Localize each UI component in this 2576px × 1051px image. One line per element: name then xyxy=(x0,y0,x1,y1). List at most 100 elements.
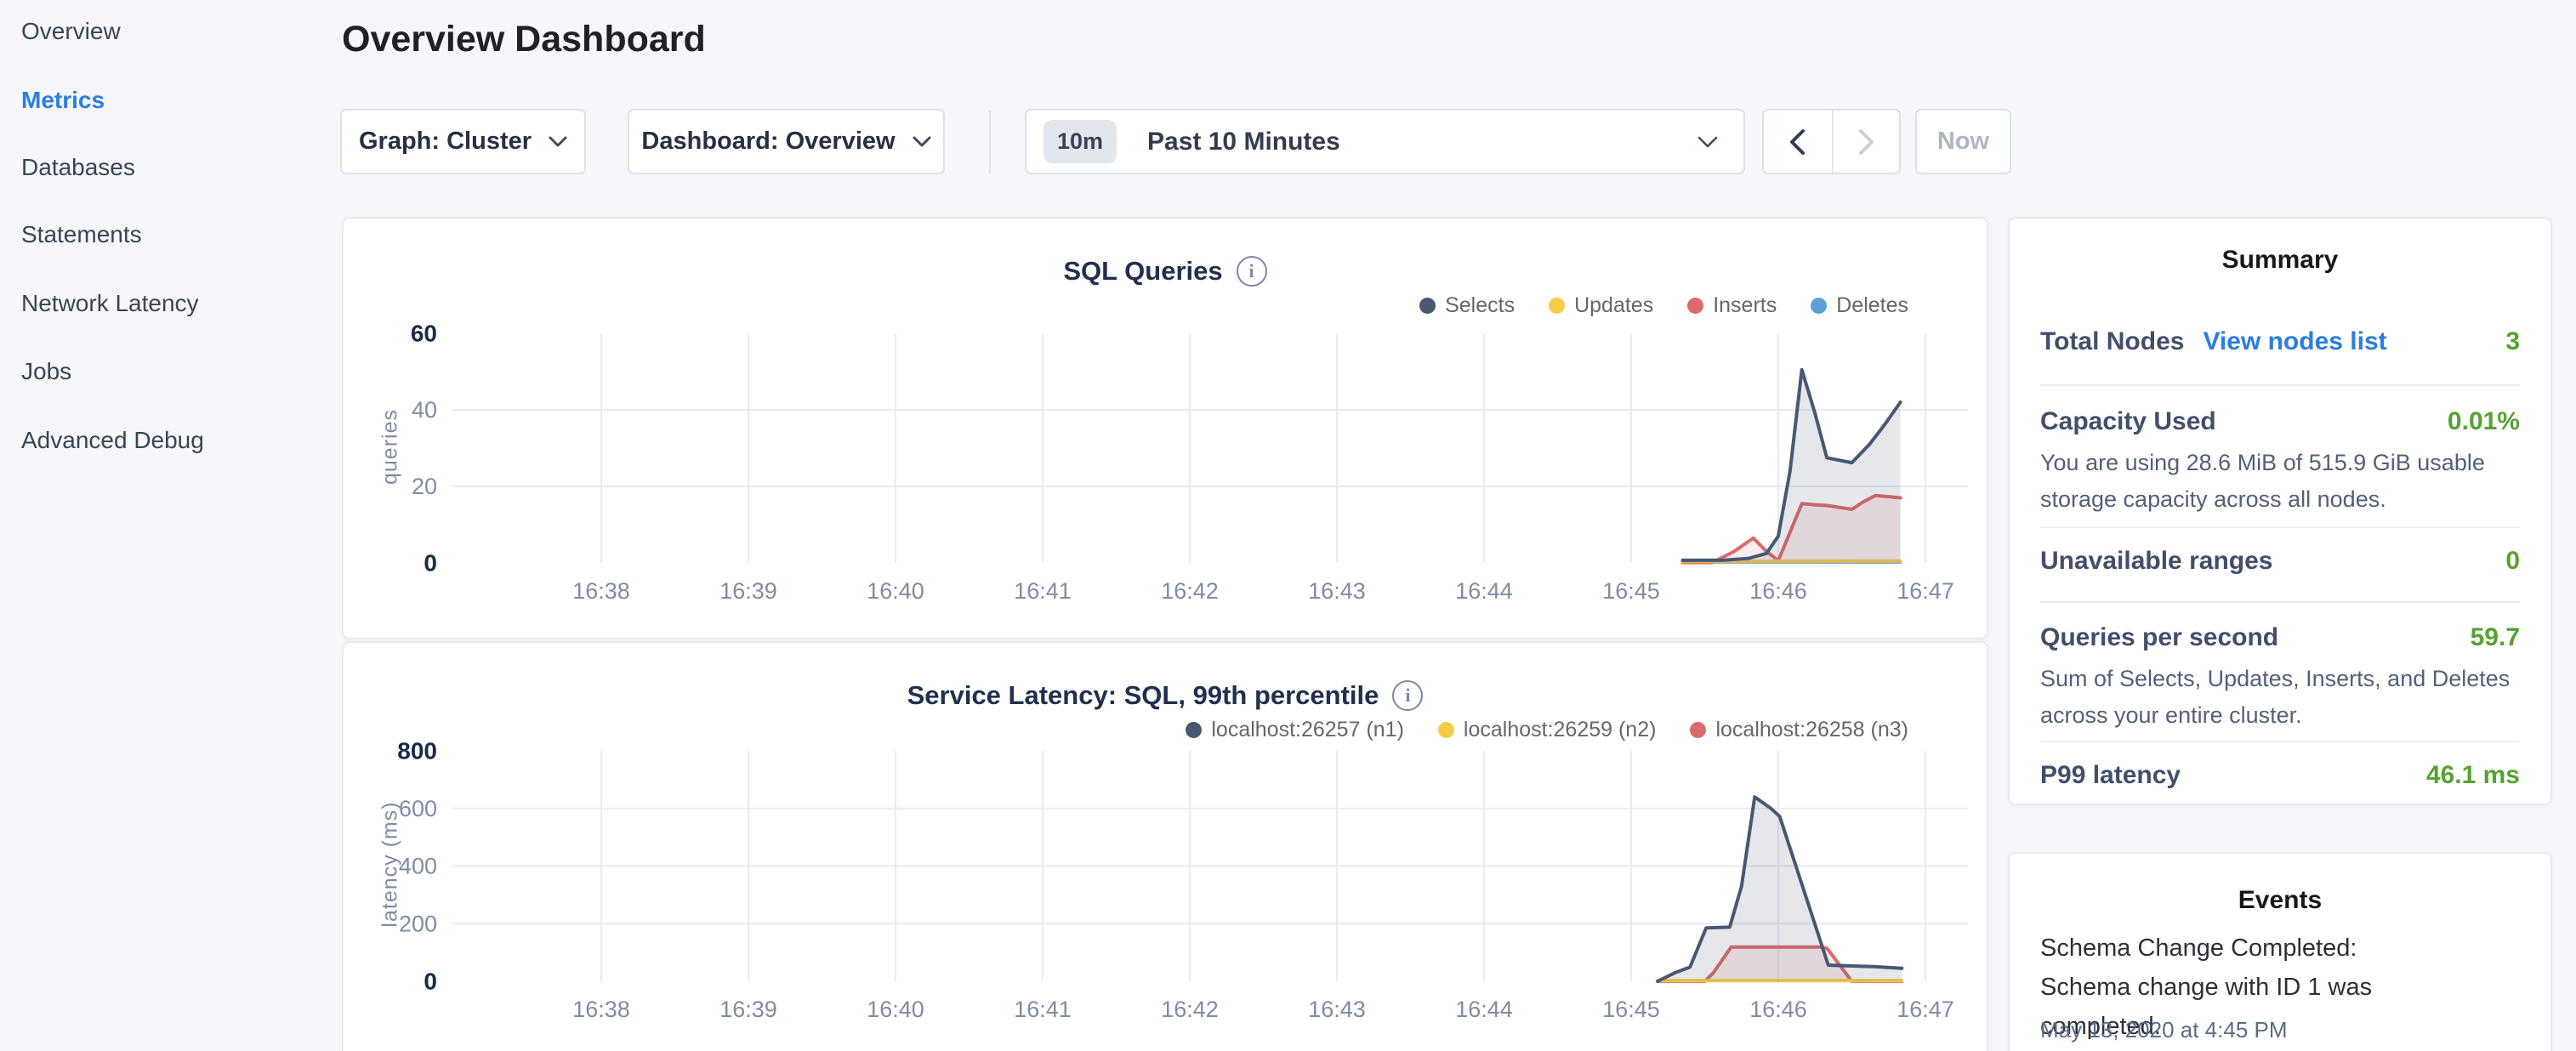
x-tick-label: 16:47 xyxy=(1896,997,1954,1022)
chevron-down-icon xyxy=(1697,136,1718,147)
x-tick-label: 16:42 xyxy=(1161,997,1219,1022)
legend-item: localhost:26258 (n3) xyxy=(1690,718,1908,742)
time-range-label: Past 10 Minutes xyxy=(1147,127,1340,156)
chart-legend: Selects Updates Inserts Deletes xyxy=(1419,293,1908,318)
summary-row-total-nodes: Total Nodes View nodes list 3 xyxy=(2040,327,2520,356)
x-tick-label: 16:45 xyxy=(1602,578,1660,604)
summary-row-capacity-used: Capacity Used 0.01% xyxy=(2040,407,2520,436)
legend-label: Deletes xyxy=(1836,293,1908,317)
info-icon[interactable]: i xyxy=(1392,680,1424,711)
y-tick-label: 0 xyxy=(424,969,437,995)
legend-item: Selects xyxy=(1419,293,1515,318)
x-tick-label: 16:44 xyxy=(1455,578,1513,604)
legend-label: Inserts xyxy=(1713,293,1777,317)
chevron-down-icon xyxy=(913,136,931,147)
chart-title: SQL Queries xyxy=(1063,256,1223,286)
x-tick-label: 16:46 xyxy=(1749,578,1807,604)
service-latency-plot[interactable]: 16:38 16:39 16:40 16:41 16:42 16:43 16:44 16:45… xyxy=(344,643,1990,1051)
legend-dot-deletes xyxy=(1811,298,1828,314)
info-icon[interactable]: i xyxy=(1236,256,1267,287)
y-tick-label: 400 xyxy=(399,854,437,879)
sidebar-item-network-latency[interactable]: Network Latency xyxy=(21,290,199,316)
event-message[interactable]: Schema Change Completed: Schema change w… xyxy=(2040,935,2373,1040)
chevron-down-icon xyxy=(549,136,567,147)
x-tick-label: 16:44 xyxy=(1455,997,1513,1022)
x-tick-label: 16:38 xyxy=(572,578,630,604)
summary-heading: Summary xyxy=(2221,246,2339,274)
event-timestamp: May 13, 2020 at 4:45 PM xyxy=(2040,1017,2288,1042)
y-tick-label: 20 xyxy=(412,474,437,499)
time-range-badge: 10m xyxy=(1043,120,1117,163)
sidebar-item-databases[interactable]: Databases xyxy=(21,154,135,180)
summary-row-value: 0 xyxy=(2505,547,2520,575)
x-tick-label: 16:43 xyxy=(1308,997,1366,1022)
legend-dot-n2 xyxy=(1437,722,1454,738)
summary-row-label: Queries per second xyxy=(2040,623,2279,651)
x-tick-label: 16:40 xyxy=(867,578,924,604)
chevron-right-icon xyxy=(1858,128,1874,155)
y-tick-label: 800 xyxy=(397,738,437,764)
legend-label: localhost:26258 (n3) xyxy=(1715,718,1908,741)
events-heading: Events xyxy=(2238,886,2323,914)
divider xyxy=(2040,384,2520,386)
y-tick-label: 600 xyxy=(399,796,437,821)
x-tick-label: 16:46 xyxy=(1749,997,1807,1022)
x-tick-label: 16:47 xyxy=(1896,578,1954,604)
sql-queries-plot[interactable]: 16:38 16:39 16:40 16:41 16:42 16:43 16:44 16:45… xyxy=(344,219,1990,641)
divider xyxy=(2040,741,2520,742)
x-tick-label: 16:38 xyxy=(572,997,630,1022)
x-tick-label: 16:40 xyxy=(867,997,924,1022)
summary-row-description: Sum of Selects, Updates, Inserts, and De… xyxy=(2040,666,2511,728)
legend-dot-selects xyxy=(1419,298,1436,314)
chart-title: Service Latency: SQL, 99th percentile xyxy=(907,680,1379,710)
legend-label: Selects xyxy=(1445,293,1515,317)
toolbar-divider xyxy=(989,111,991,173)
divider xyxy=(2040,526,2520,528)
sidebar-item-advanced-debug[interactable]: Advanced Debug xyxy=(21,427,204,453)
summary-panel: Summary Total Nodes View nodes list 3 Ca… xyxy=(2008,217,2552,805)
legend-dot-inserts xyxy=(1687,298,1704,314)
sidebar-item-jobs[interactable]: Jobs xyxy=(21,358,72,384)
legend-dot-n1 xyxy=(1186,722,1203,738)
x-tick-label: 16:39 xyxy=(719,578,777,604)
x-tick-label: 16:42 xyxy=(1161,578,1219,604)
sidebar-item-overview[interactable]: Overview xyxy=(21,18,121,44)
y-tick-label: 60 xyxy=(411,321,437,347)
chevron-left-icon xyxy=(1790,128,1805,155)
sidebar-item-metrics[interactable]: Metrics xyxy=(21,87,105,113)
legend-item: localhost:26259 (n2) xyxy=(1437,718,1656,742)
time-step-back-button[interactable] xyxy=(1764,111,1832,173)
summary-row-queries-per-second: Queries per second 59.7 xyxy=(2040,623,2520,652)
summary-row-unavailable-ranges: Unavailable ranges 0 xyxy=(2040,547,2520,576)
service-latency-chart-card: Service Latency: SQL, 99th percentile i … xyxy=(342,641,1988,1051)
x-tick-label: 16:41 xyxy=(1014,578,1072,604)
sidebar: Overview Metrics Databases Statements Ne… xyxy=(0,0,340,1051)
summary-row-label: Total Nodes xyxy=(2040,327,2185,355)
summary-row-value: 3 xyxy=(2505,327,2520,355)
dashboard-dropdown[interactable]: Dashboard: Overview xyxy=(628,109,945,174)
now-button-label: Now xyxy=(1936,128,1990,155)
x-tick-label: 16:43 xyxy=(1308,578,1366,604)
dashboard-dropdown-label: Dashboard: Overview xyxy=(641,128,896,155)
series-area xyxy=(1658,797,1902,981)
summary-row-p99-latency: P99 latency 46.1 ms xyxy=(2040,761,2520,790)
page-title: Overview Dashboard xyxy=(342,19,706,60)
y-tick-label: 40 xyxy=(412,397,437,423)
summary-row-description: You are using 28.6 MiB of 515.9 GiB usab… xyxy=(2040,450,2485,512)
time-step-buttons xyxy=(1762,109,1901,174)
y-tick-label: 0 xyxy=(424,550,437,577)
graph-dropdown[interactable]: Graph: Cluster xyxy=(340,109,586,174)
legend-label: Updates xyxy=(1574,293,1654,317)
summary-row-label: P99 latency xyxy=(2040,761,2181,789)
summary-row-value: 0.01% xyxy=(2447,407,2520,435)
view-nodes-list-link[interactable]: View nodes list xyxy=(2203,327,2387,355)
now-button[interactable]: Now xyxy=(1915,109,2011,174)
summary-row-label: Capacity Used xyxy=(2040,407,2216,435)
time-step-forward-button[interactable] xyxy=(1831,111,1900,173)
summary-row-label: Unavailable ranges xyxy=(2040,547,2273,575)
series-area xyxy=(1658,946,1902,981)
sidebar-item-statements[interactable]: Statements xyxy=(21,221,142,247)
y-tick-label: 200 xyxy=(399,911,437,936)
time-range-dropdown[interactable]: 10m Past 10 Minutes xyxy=(1025,109,1745,174)
